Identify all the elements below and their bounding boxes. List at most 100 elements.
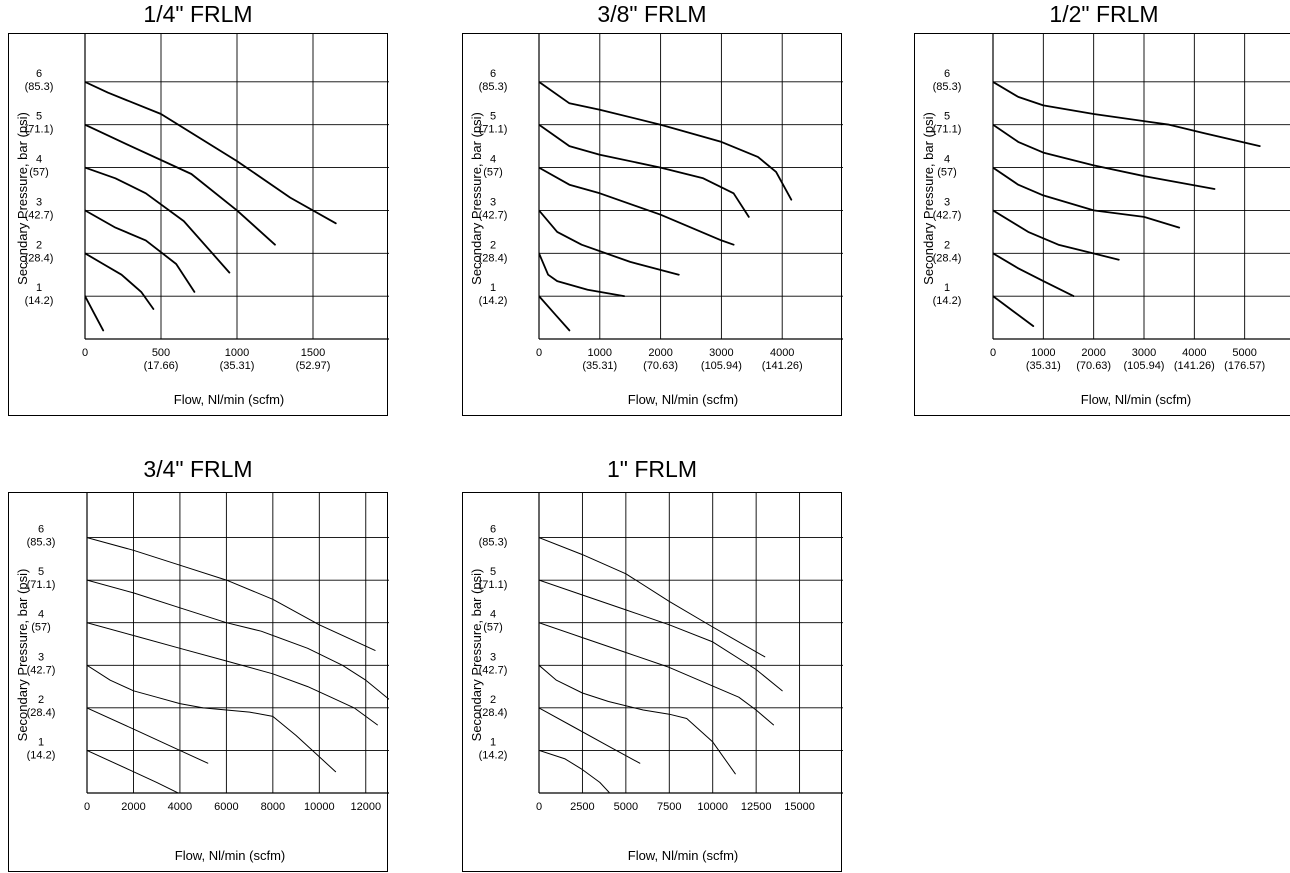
chart-title: 1/4" FRLM	[143, 1, 253, 27]
y-tick-label: 5	[944, 111, 950, 123]
x-tick-sublabel: (35.31)	[1026, 360, 1061, 372]
y-tick-label: 2	[490, 694, 496, 706]
y-tick-sublabel: (85.3)	[479, 81, 508, 93]
y-axis-title: Secondary Pressure, bar (psi)	[469, 569, 484, 742]
x-axis-title: Flow, Nl/min (scfm)	[174, 392, 285, 407]
chart-panel-1-2: 1/2" FRLM 1 (14.2) 2 (28.4) 3 (42.7) 4 (57) 5 (71…	[914, 0, 1290, 416]
x-axis-title: Flow, Nl/min (scfm)	[175, 848, 286, 863]
y-axis-title: Secondary Pressure, bar (psi)	[15, 569, 30, 742]
pressure-curve-5-bar	[85, 123, 276, 246]
x-tick-sublabel: (70.63)	[643, 360, 678, 372]
x-tick-sublabel: (52.97)	[296, 360, 331, 372]
x-tick-label: 10000	[697, 801, 728, 813]
y-tick-label: 1	[36, 282, 42, 294]
x-axis-title: Flow, Nl/min (scfm)	[628, 392, 739, 407]
y-axis-title: Secondary Pressure, bar (psi)	[15, 112, 30, 285]
y-tick-sublabel: (71.1)	[27, 579, 56, 591]
y-tick-label: 2	[944, 239, 950, 251]
pressure-curve-2-bar	[539, 707, 641, 764]
x-tick-label: 3000	[709, 347, 733, 359]
y-tick-sublabel: (85.3)	[25, 81, 54, 93]
chart-plot: 1(14.2) 2(28.4) 3(42.7) 4(57) 5(71.1) 6(85.3)…	[921, 34, 1290, 407]
chart-panel-3-8: 3/8" FRLM 1 (14.2) 2 (28.4) 3 (42.7) 4 (57) 5 (71…	[462, 0, 843, 416]
chart-frame: 1 (14.2) 2 (28.4) 3 (42.7) 4 (57) 5 (71.1) 6 (85.3)…	[8, 492, 389, 872]
x-tick-sublabel: (141.26)	[1174, 360, 1215, 372]
y-tick-label: 6	[38, 524, 44, 536]
y-tick-sublabel: (14.2)	[479, 749, 508, 761]
y-tick-label: 1	[490, 736, 496, 748]
y-tick-sublabel: (28.4)	[933, 252, 962, 264]
chart-plot: 1(14.2) 2(28.4) 3(42.7) 4(57) 5(71.1) 6(85.3)…	[15, 493, 389, 863]
x-tick-label: 5000	[614, 801, 638, 813]
pressure-curve-4-bar	[85, 166, 231, 274]
x-tick-label: 4000	[1182, 347, 1206, 359]
y-tick-label: 3	[490, 196, 496, 208]
chart-frame: 1 (14.2) 2 (28.4) 3 (42.7) 4 (57) 5 (71.1) 6 (85.3)…	[8, 33, 389, 416]
pressure-curve-6-bar	[85, 81, 337, 225]
pressure-curve-1-bar	[539, 295, 571, 332]
y-tick-label: 6	[944, 68, 950, 80]
pressure-curve-6-bar	[539, 81, 793, 201]
chart-plot: 1(14.2) 2(28.4) 3(42.7) 4(57) 5(71.1) 6(85.3)…	[469, 34, 843, 407]
pressure-curve-3-bar	[539, 664, 736, 775]
x-tick-label: 4000	[168, 801, 192, 813]
y-tick-label: 4	[36, 154, 42, 166]
x-tick-label: 2000	[1081, 347, 1105, 359]
pressure-curve-2-bar	[85, 252, 155, 310]
pressure-curve-3-bar	[85, 209, 196, 293]
x-tick-label: 1000	[225, 347, 249, 359]
x-tick-label: 2000	[121, 801, 145, 813]
pressure-curve-3-bar	[539, 209, 680, 276]
pressure-curve-2-bar	[87, 707, 209, 764]
x-tick-label: 1000	[1031, 347, 1055, 359]
pressure-curve-4-bar	[539, 166, 735, 246]
chart-frame: 1 (14.2) 2 (28.4) 3 (42.7) 4 (57) 5 (71.1) 6 (85.3)…	[914, 33, 1290, 416]
pressure-curve-4-bar	[87, 622, 378, 726]
pressure-curve-4-bar	[993, 166, 1181, 229]
y-tick-sublabel: (42.7)	[933, 209, 962, 221]
y-tick-label: 3	[38, 651, 44, 663]
pressure-curve-6-bar	[539, 537, 766, 658]
y-tick-label: 3	[490, 651, 496, 663]
y-axis-title: Secondary Pressure, bar (psi)	[469, 112, 484, 285]
chart-panel-1: 1" FRLM 1 (14.2) 2 (28.4) 3 (42.7) 4 (57) 5 (71.1…	[462, 455, 843, 872]
y-tick-sublabel: (42.7)	[27, 664, 56, 676]
pressure-curve-1-bar	[993, 295, 1035, 328]
pressure-curve-2-bar	[993, 252, 1075, 298]
y-tick-label: 1	[38, 736, 44, 748]
x-tick-label: 12500	[741, 801, 772, 813]
y-tick-label: 5	[490, 111, 496, 123]
y-tick-sublabel: (85.3)	[479, 537, 508, 549]
y-tick-label: 4	[490, 154, 496, 166]
x-tick-label: 8000	[261, 801, 285, 813]
chart-plot: 1(14.2) 2(28.4) 3(42.7) 4(57) 5(71.1) 6(85.3)…	[469, 493, 843, 863]
chart-frame: 1 (14.2) 2 (28.4) 3 (42.7) 4 (57) 5 (71.1) 6 (85.3)…	[462, 33, 843, 416]
pressure-curve-6-bar	[87, 537, 376, 651]
y-tick-label: 1	[944, 282, 950, 294]
y-tick-label: 1	[490, 282, 496, 294]
chart-frame: 1 (14.2) 2 (28.4) 3 (42.7) 4 (57) 5 (71.1) 6 (85.3)…	[462, 492, 843, 872]
y-tick-sublabel: (28.4)	[27, 707, 56, 719]
y-tick-label: 6	[490, 68, 496, 80]
y-tick-label: 3	[944, 196, 950, 208]
y-tick-label: 5	[490, 566, 496, 578]
y-tick-sublabel: (85.3)	[27, 537, 56, 549]
y-tick-sublabel: (28.4)	[25, 252, 54, 264]
y-tick-sublabel: (85.3)	[933, 81, 962, 93]
chart-title: 1/2" FRLM	[1049, 1, 1159, 27]
y-tick-sublabel: (42.7)	[479, 209, 508, 221]
y-tick-sublabel: (57)	[483, 167, 503, 179]
y-tick-label: 6	[36, 68, 42, 80]
x-axis-title: Flow, Nl/min (scfm)	[628, 848, 739, 863]
y-tick-label: 5	[38, 566, 44, 578]
x-tick-sublabel: (141.26)	[762, 360, 803, 372]
y-tick-label: 2	[38, 694, 44, 706]
chart-title: 3/8" FRLM	[597, 1, 707, 27]
x-tick-sublabel: (105.94)	[1124, 360, 1165, 372]
pressure-curve-5-bar	[539, 123, 750, 218]
x-tick-sublabel: (70.63)	[1076, 360, 1111, 372]
x-tick-label: 0	[82, 347, 88, 359]
chart-plot: 1(14.2) 2(28.4) 3(42.7) 4(57) 5(71.1) 6(85.3)…	[15, 34, 389, 407]
x-tick-label: 2000	[648, 347, 672, 359]
x-tick-sublabel: (35.31)	[220, 360, 255, 372]
